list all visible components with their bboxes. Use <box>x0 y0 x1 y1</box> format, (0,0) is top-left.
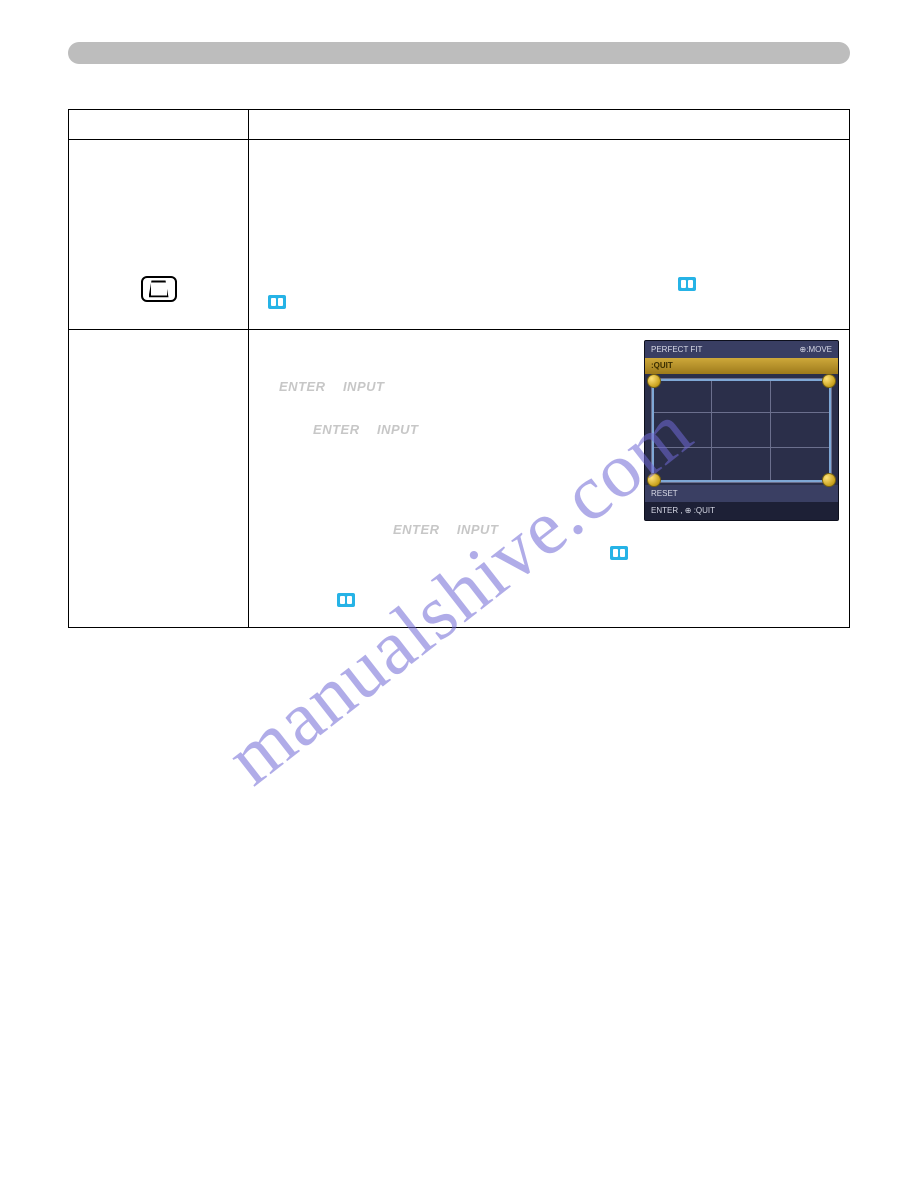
pf-corner-tl <box>647 374 661 388</box>
input-key: INPUT <box>457 522 499 537</box>
keystone-p5c: ) <box>406 296 410 310</box>
input-key: INPUT <box>343 379 385 394</box>
setup-table: Item Description KEYSTONE Using the ◄/► … <box>68 109 850 628</box>
book-icon <box>268 295 286 309</box>
enter-key: ENTER <box>279 379 326 394</box>
col-head-desc: Description <box>249 110 850 140</box>
pf-p7b-a: KEYSTONE ( <box>259 594 331 608</box>
keystone-p1: Using the ◄/► buttons corrects the horiz… <box>259 148 839 165</box>
keystone-label: KEYSTONE <box>79 148 238 165</box>
keystone-p2: Shrink the right side of the image ⇔ Shr… <box>259 172 839 189</box>
keystone-ref1: below <box>701 280 730 292</box>
pf-move: ⊕:MOVE <box>800 344 832 356</box>
enter-key: ENTER <box>393 522 440 537</box>
menu-title: SETUP menu <box>68 76 850 91</box>
input-key: INPUT <box>377 422 419 437</box>
pf-ref1: Basic Operation Guide <box>633 549 744 561</box>
keystone-p3: • The adjustable range of this function … <box>259 195 839 230</box>
keystone-p5a: • This function is not available when th… <box>259 278 673 292</box>
pf-p5c: button. <box>502 523 539 537</box>
perfect-fit-osd: PERFECT FIT ⊕:MOVE :QUIT <box>644 340 839 521</box>
pf-reset-row: RESET <box>645 485 838 503</box>
header-bar <box>68 42 850 64</box>
keystone-p4: • Positive direction in vertical keyston… <box>259 236 839 271</box>
pf-titlebar: PERFECT FIT ⊕:MOVE <box>645 341 838 359</box>
pf-corner-tr <box>822 374 836 388</box>
pf-p7b: KEYSTONE ( above ). <box>259 593 839 611</box>
row-keystone: KEYSTONE Using the ◄/► buttons corrects … <box>69 140 850 329</box>
book-icon <box>678 277 696 291</box>
perfectfit-label: PERFECT FIT <box>79 498 238 515</box>
pf-title: PERFECT FIT <box>651 344 702 356</box>
cell-keystone-desc: Using the ◄/► buttons corrects the horiz… <box>249 140 850 329</box>
pf-p6: • This function is not available when 3D… <box>259 546 839 564</box>
pf-p5b: or <box>443 523 457 537</box>
keystone-p5: • This function is not available when th… <box>259 277 839 313</box>
pf-p3b: or <box>363 423 377 437</box>
pf-ref2: above <box>360 596 390 608</box>
pf-p7b-tail: ). <box>393 594 400 608</box>
book-icon <box>337 593 355 607</box>
pf-footer-row: ENTER , ⊕ :QUIT <box>645 502 838 520</box>
cell-keystone-item: KEYSTONE <box>69 140 249 329</box>
col-head-item: Item <box>69 110 249 140</box>
cell-perfectfit-desc: PERFECT FIT ⊕:MOVE :QUIT <box>249 329 850 628</box>
pf-corner-bl <box>647 473 661 487</box>
pf-quit-row: :QUIT <box>645 358 838 374</box>
pf-p2b: or <box>329 380 343 394</box>
pf-corner-br <box>822 473 836 487</box>
pf-p2c: button. <box>388 380 425 394</box>
continued-note: (continued on next page) <box>718 880 840 892</box>
pf-p6a: • This function is not available when 3D… <box>259 547 604 561</box>
book-icon <box>610 546 628 560</box>
row-perfect-fit: PERFECT FIT PERFECT FIT ⊕:MOVE :QUIT <box>69 329 850 628</box>
pf-grid <box>651 378 832 483</box>
pf-p7: • This function is not available when TR… <box>259 570 839 587</box>
keystone-ref2: Basic Operation Guide <box>292 298 403 310</box>
keystone-icon <box>141 276 177 302</box>
page-number: 41 <box>827 1120 840 1134</box>
enter-key: ENTER <box>313 422 360 437</box>
cell-perfectfit-item: PERFECT FIT <box>69 329 249 628</box>
pf-p6a-tail: ). <box>747 547 754 561</box>
